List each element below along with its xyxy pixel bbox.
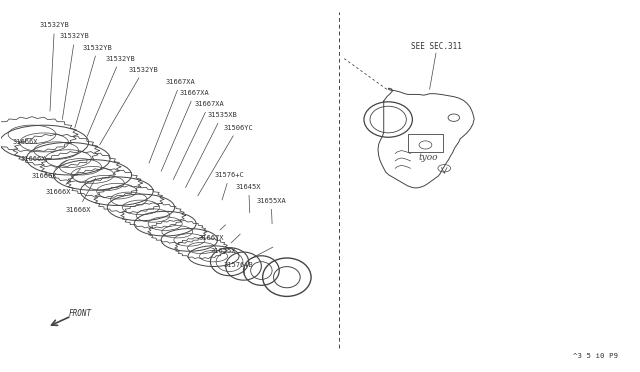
- Text: 31532YB: 31532YB: [100, 67, 159, 145]
- Text: 31535XB: 31535XB: [186, 112, 237, 187]
- Text: 31645X: 31645X: [236, 184, 261, 213]
- Text: 31667X: 31667X: [199, 225, 225, 241]
- Text: 31667XA: 31667XA: [149, 79, 196, 163]
- Text: 31666X: 31666X: [20, 151, 55, 162]
- Text: 31576+B: 31576+B: [223, 247, 273, 268]
- Text: 31532YB: 31532YB: [75, 45, 113, 128]
- Text: 31666X: 31666X: [32, 160, 67, 179]
- Text: 31666X: 31666X: [65, 178, 95, 213]
- Text: 31655X: 31655X: [211, 234, 240, 254]
- Text: 31532YB: 31532YB: [87, 56, 135, 136]
- Text: 31655XA: 31655XA: [256, 198, 286, 224]
- Text: SEE SEC.311: SEE SEC.311: [410, 42, 461, 51]
- Text: 31532YB: 31532YB: [40, 22, 69, 111]
- Text: 31666X: 31666X: [46, 169, 81, 195]
- Text: 31532YB: 31532YB: [60, 33, 90, 119]
- Text: 31506YC: 31506YC: [198, 125, 253, 196]
- Text: FRONT: FRONT: [68, 309, 92, 318]
- Text: ^3 5 i0 P9: ^3 5 i0 P9: [573, 353, 618, 359]
- Text: tyoo: tyoo: [419, 153, 438, 162]
- Text: 31666X: 31666X: [13, 140, 45, 145]
- Text: 31576+C: 31576+C: [215, 172, 244, 200]
- Text: 31667XA: 31667XA: [173, 101, 224, 179]
- Text: 31667XA: 31667XA: [161, 90, 209, 171]
